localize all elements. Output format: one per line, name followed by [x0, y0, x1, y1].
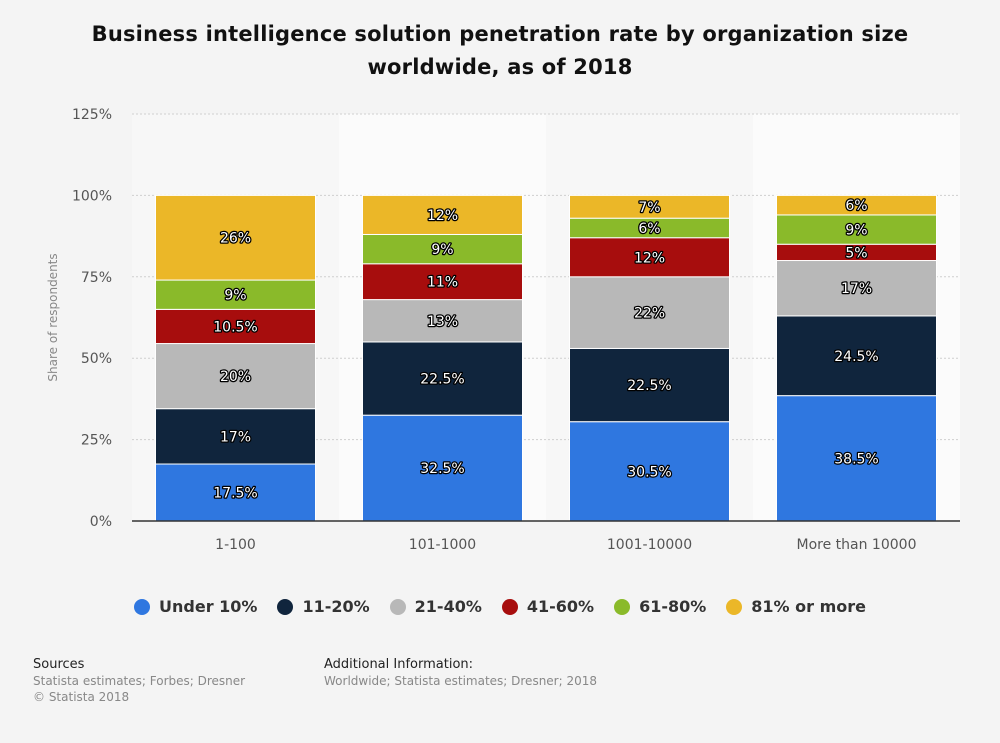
data-label: 12%	[427, 208, 458, 224]
data-label: 32.5%	[420, 461, 464, 477]
sources-block: Sources Statista estimates; Forbes; Dres…	[33, 657, 245, 705]
y-tick-label: 100%	[72, 188, 112, 204]
bar-segment	[569, 237, 730, 278]
legend-label: 81% or more	[751, 597, 866, 616]
bar-segment	[362, 341, 523, 416]
data-label: 26%	[220, 231, 251, 247]
data-label: 22.5%	[420, 372, 464, 388]
y-tick-label: 0%	[90, 514, 112, 530]
data-label: 11%	[427, 275, 458, 291]
legend-label: 61-80%	[639, 597, 707, 616]
legend-label: Under 10%	[159, 597, 258, 616]
bar-segment	[776, 260, 937, 317]
data-label: 12%	[634, 250, 665, 266]
chart-title: Business intelligence solution penetrati…	[91, 22, 909, 79]
bar-segment	[776, 315, 937, 397]
data-label: 20%	[220, 369, 251, 385]
data-label: 10.5%	[213, 319, 257, 335]
additional-info-text: Worldwide; Statista estimates; Dresner; …	[324, 674, 598, 688]
bar-segment	[362, 233, 523, 265]
y-tick-label: 75%	[81, 270, 112, 286]
data-label: 24.5%	[834, 349, 878, 365]
legend-dot-icon	[501, 598, 518, 615]
x-tick-label: More than 10000	[797, 537, 917, 553]
data-label: 38.5%	[834, 451, 878, 467]
data-label: 17.5%	[213, 486, 257, 502]
data-label: 30.5%	[627, 464, 671, 480]
data-label: 5%	[845, 245, 867, 261]
x-tick-label: 101-1000	[409, 537, 476, 553]
data-label: 17%	[841, 281, 872, 297]
data-label: 17%	[220, 429, 251, 445]
legend-label: 21-40%	[414, 597, 482, 616]
legend-item[interactable]: 21-40%	[389, 597, 482, 616]
x-tick-label: 1001-10000	[607, 537, 692, 553]
data-label: 9%	[431, 242, 453, 258]
legend-item[interactable]: 81% or more	[726, 597, 866, 616]
bar-segment	[776, 395, 937, 522]
legend-dot-icon	[277, 598, 294, 615]
legend-dot-icon	[614, 598, 631, 615]
bar-segment	[155, 194, 316, 281]
sources-heading: Sources	[33, 657, 85, 672]
legend-dot-icon	[726, 598, 743, 615]
copyright-text: © Statista 2018	[33, 690, 130, 704]
legend-item[interactable]: 61-80%	[614, 597, 706, 616]
additional-info-block: Additional Information: Worldwide; Stati…	[324, 657, 597, 689]
bar-segment	[155, 408, 316, 465]
data-label: 9%	[224, 288, 246, 304]
y-tick-label: 50%	[81, 351, 112, 367]
bar-segment	[569, 421, 730, 522]
data-label: 22%	[634, 306, 665, 322]
data-label: 6%	[845, 198, 867, 214]
additional-info-heading: Additional Information:	[324, 657, 474, 672]
sources-text: Statista estimates; Forbes; Dresner	[33, 674, 246, 688]
legend-item[interactable]: Under 10%	[134, 597, 257, 616]
data-label: 13%	[427, 314, 458, 330]
bar-segment	[362, 263, 523, 301]
bar-segment	[569, 194, 730, 219]
legend-dot-icon	[134, 598, 150, 615]
bar-segment	[569, 347, 730, 423]
bar-segment	[155, 463, 316, 522]
stacked-bar-chart: 0% 25% 50% 75% 100% 125% Share of respondents 1…	[46, 107, 960, 553]
bar-segment	[776, 194, 937, 216]
bar-segment	[155, 308, 316, 345]
y-axis-title: Share of respondents	[46, 253, 60, 381]
chart-legend: Under 10% 11-20% 21-40% 41-60% 61-80% 81% or …	[0, 597, 1000, 616]
legend-item[interactable]: 41-60%	[501, 597, 595, 616]
data-label: 9%	[845, 223, 867, 239]
bar-segment	[362, 299, 523, 343]
y-tick-label: 125%	[72, 107, 112, 123]
bar-segment	[362, 414, 523, 522]
y-tick-label: 25%	[81, 433, 112, 449]
legend-dot-icon	[389, 598, 406, 615]
bar-segment	[155, 279, 316, 310]
legend-label: 41-60%	[526, 597, 595, 616]
data-label: 7%	[638, 200, 660, 216]
bar-segment	[776, 214, 937, 245]
x-tick-label: 1-100	[215, 537, 256, 553]
data-label: 6%	[638, 221, 660, 237]
legend-label: 11-20%	[302, 597, 370, 616]
bar-segment	[362, 194, 523, 235]
data-label: 22.5%	[627, 378, 671, 394]
bar-segment	[155, 343, 316, 410]
legend-item[interactable]: 11-20%	[277, 597, 370, 616]
bar-segment	[569, 276, 730, 349]
